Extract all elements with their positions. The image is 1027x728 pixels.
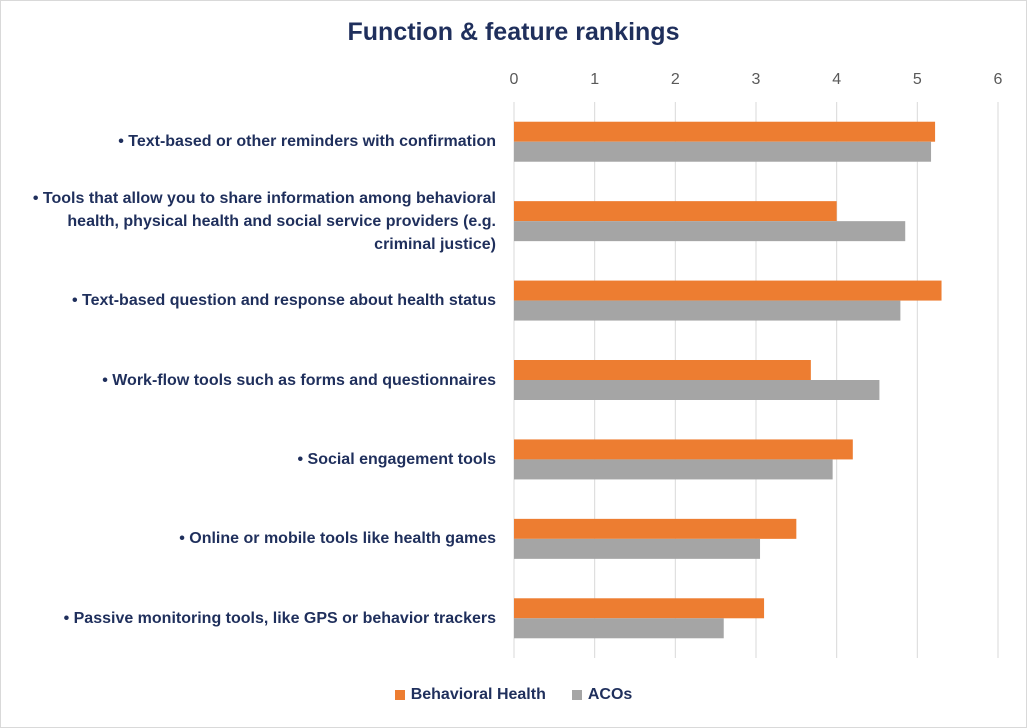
x-tick-label-1: 1 [590,71,599,88]
bar-behavioral-health-3 [514,360,811,380]
legend-swatch-acos [571,690,582,700]
category-label-4: • Social engagement tools [297,450,496,468]
bar-behavioral-health-1 [514,201,837,222]
legend: Behavioral Health ACOs [0,686,1027,704]
x-tick-label-2: 2 [671,71,680,88]
legend-label-acos: ACOs [587,686,633,703]
bar-behavioral-health-6 [514,598,765,619]
category-label-6: • Passive monitoring tools, like GPS or … [63,609,496,627]
bar-behavioral-health-5 [514,518,797,539]
legend-label-behavioral-health: Behavioral Health [410,686,546,703]
bar-acos-6 [514,618,724,639]
category-label-3: • Work-flow tools such as forms and ques… [102,371,496,389]
category-label-1: • Tools that allow you to share informat… [32,189,496,253]
bar-behavioral-health-0 [514,121,936,142]
x-tick-label-3: 3 [752,71,761,88]
bar-behavioral-health-4 [514,439,853,460]
legend-swatch-behavioral-health [394,690,405,700]
category-label-5: • Online or mobile tools like health gam… [179,530,496,548]
bar-acos-0 [514,141,932,162]
x-tick-label-0: 0 [510,71,519,88]
category-label-2: • Text-based question and response about… [71,292,496,310]
bar-acos-5 [514,538,761,559]
bar-behavioral-health-2 [514,280,942,301]
legend-item-behavioral-health: Behavioral Health [394,686,546,704]
legend-item-acos: ACOs [571,686,633,704]
bar-acos-3 [514,380,880,400]
bar-acos-1 [514,221,906,242]
bar-acos-2 [514,300,901,321]
x-tick-label-4: 4 [832,71,841,88]
x-tick-label-6: 6 [994,71,1003,88]
x-tick-label-5: 5 [913,71,922,88]
bar-acos-4 [514,459,833,480]
category-label-0: • Text-based or other reminders with con… [118,133,496,151]
chart-title: Function & feature rankings [347,18,680,46]
